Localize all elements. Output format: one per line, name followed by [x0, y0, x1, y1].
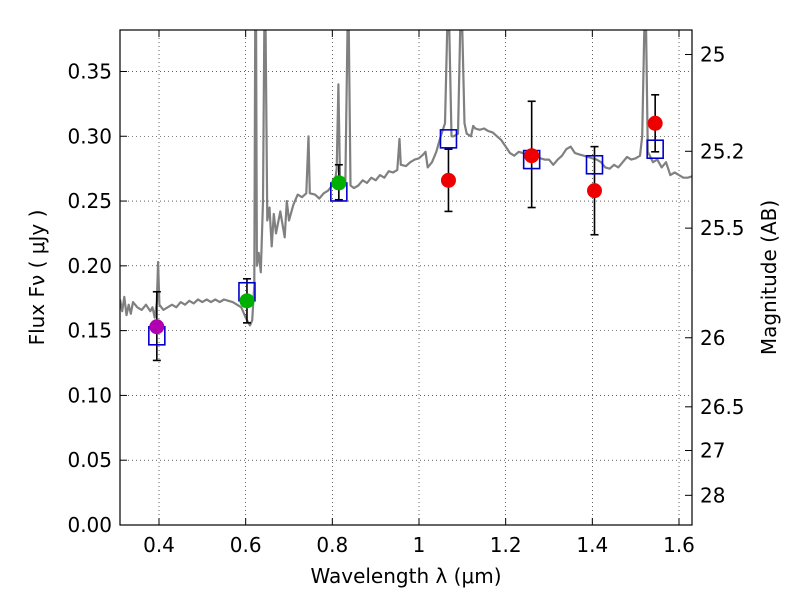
observed-point [239, 293, 255, 309]
x-tick-label: 1.4 [576, 533, 608, 557]
model-point [585, 154, 604, 175]
x-tick-label: 0.6 [230, 533, 262, 557]
y2-tick-label: 25.5 [700, 216, 745, 240]
y2-tick-label: 26.5 [700, 395, 745, 419]
observed-point [440, 172, 456, 188]
spectrum-series [120, 30, 692, 327]
x-tick-label: 1.6 [663, 533, 695, 557]
y-axis-label: Flux Fν ( μJy ) [25, 210, 49, 346]
observed-point [331, 175, 347, 191]
y2-tick-label: 28 [700, 483, 725, 507]
y-tick-label: 0.30 [67, 124, 112, 148]
spectrum-line [120, 30, 692, 327]
observed-series [149, 115, 663, 335]
y-tick-label: 0.20 [67, 254, 112, 278]
model-point [439, 129, 458, 149]
y-tick-label: 0.00 [67, 513, 112, 537]
plot-frame [119, 29, 693, 526]
y-tick-label: 0.35 [67, 59, 112, 83]
y-tick-label: 0.05 [67, 448, 112, 472]
y2-axis-label: Magnitude (AB) [757, 200, 781, 355]
x-tick-label: 1 [413, 533, 426, 557]
y2-tick-label: 25.2 [700, 139, 745, 163]
axis-ticks: 0.4 0.6 0.8 1 1.2 1.4 1.6 0.00 0.05 0.10 0.15 0.20 0… [67, 30, 745, 557]
model-series [148, 129, 664, 346]
x-tick-label: 1.2 [490, 533, 522, 557]
x-tick-label: 0.8 [316, 533, 348, 557]
model-point [646, 139, 664, 160]
x-tick-label: 0.4 [143, 533, 175, 557]
errorbar-series [152, 93, 660, 362]
grid [120, 30, 692, 526]
observed-point [587, 183, 602, 199]
y2-tick-label: 27 [700, 438, 725, 462]
y-tick-label: 0.10 [67, 383, 112, 407]
y-tick-label: 0.25 [67, 189, 112, 213]
y-tick-label: 0.15 [67, 319, 112, 343]
observed-point [647, 115, 663, 131]
observed-point [524, 148, 540, 164]
y2-tick-label: 25 [700, 42, 725, 66]
y2-tick-label: 26 [700, 326, 725, 350]
x-axis-label: Wavelength λ (μm) [310, 564, 501, 588]
observed-point [149, 319, 165, 335]
